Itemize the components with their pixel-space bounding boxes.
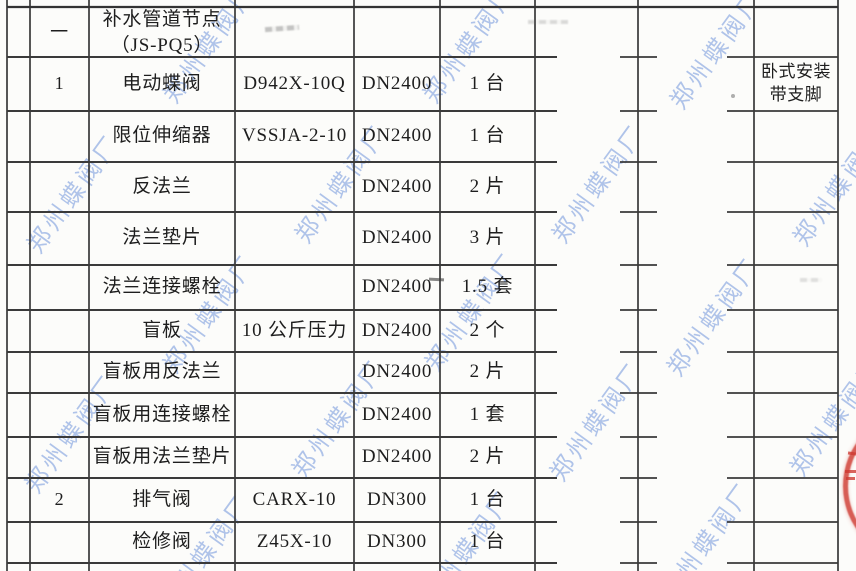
cell-size: DN2400	[361, 175, 433, 197]
cell-qty: 2 片	[469, 446, 506, 468]
cell-qty: 2 个	[469, 319, 506, 341]
red-stamp-mark	[846, 477, 855, 480]
cell-name: 反法兰	[132, 175, 192, 197]
cell-remark: 卧式安装 带支脚	[754, 57, 838, 111]
remark-line2: 带支脚	[769, 85, 823, 104]
cell-name: 法兰垫片	[122, 227, 202, 249]
cell-size: DN2400	[361, 276, 433, 298]
cell-size: DN2400	[361, 72, 433, 94]
cell-model: Z45X-10	[256, 531, 333, 553]
cell-name: 排气阀	[132, 488, 192, 510]
remark-line1: 卧式安装	[761, 62, 831, 82]
cell-qty: 1 台	[469, 72, 506, 94]
cell-name: 检修阀	[132, 531, 192, 553]
cell-name: 电动蝶阀	[122, 72, 202, 94]
cell-qty: 1.5 套	[461, 276, 514, 298]
scan-smudge	[528, 20, 568, 24]
cell-model: VSSJA-2-10	[241, 125, 348, 147]
cell-qty: 1 套	[469, 403, 506, 425]
cell-model: CARX-10	[252, 488, 337, 510]
cell-size: DN2400	[361, 403, 433, 425]
cell-name: 限位伸缩器	[112, 125, 212, 147]
cell-qty: 2 片	[469, 175, 506, 197]
cell-qty: 1 台	[469, 531, 506, 553]
cell-size: DN2400	[361, 361, 433, 383]
scan-dot	[731, 94, 735, 98]
red-stamp-mark	[845, 470, 856, 473]
cell-size: DN2400	[361, 125, 433, 147]
cell-name: 盲板用连接螺栓	[92, 403, 232, 425]
section-name-line1: 补水管道节点	[102, 8, 222, 30]
section-name-line2: （JS-PQ5）	[110, 34, 214, 56]
cell-serial: 1	[54, 73, 65, 94]
cell-size: DN2400	[361, 319, 433, 341]
cell-size: DN300	[367, 488, 427, 510]
cell-name: 法兰连接螺栓	[102, 276, 222, 298]
cell-section-no: 一	[50, 21, 69, 42]
cell-model: D942X-10Q	[243, 72, 346, 94]
cell-serial: 2	[54, 489, 65, 510]
cell-name: 盲板用反法兰	[102, 361, 222, 383]
cell-size: DN300	[367, 531, 427, 553]
cell-qty: 1 台	[469, 125, 506, 147]
scan-smudge	[800, 278, 822, 282]
cell-model: 10 公斤压力	[241, 319, 348, 341]
cell-name: 盲板用法兰垫片	[92, 446, 232, 468]
cell-name: 盲板	[142, 319, 182, 341]
cell-size: DN2400	[361, 446, 433, 468]
cell-qty: 1 台	[469, 488, 506, 510]
cell-section-name: 补水管道节点 （JS-PQ5）	[89, 8, 235, 57]
cell-qty: 2 片	[469, 361, 506, 383]
cell-qty: 3 片	[469, 227, 506, 249]
cell-size: DN2400	[361, 227, 433, 249]
